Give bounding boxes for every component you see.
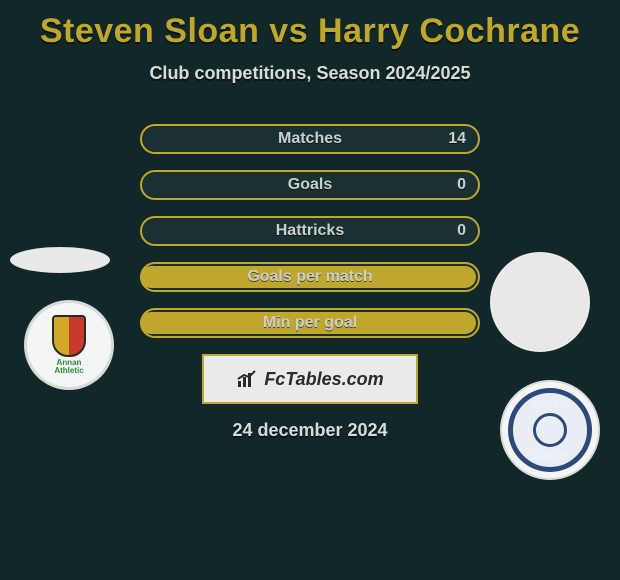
- stat-row: Matches 14: [140, 124, 480, 154]
- page-title: Steven Sloan vs Harry Cochrane: [0, 0, 620, 51]
- stat-row: Min per goal: [140, 308, 480, 338]
- stat-label: Matches: [278, 130, 342, 148]
- page-subtitle: Club competitions, Season 2024/2025: [0, 63, 620, 84]
- stat-value-right: 0: [457, 176, 466, 194]
- stat-value-right: 14: [448, 130, 466, 148]
- stat-label: Min per goal: [263, 314, 357, 332]
- stat-row: Goals 0: [140, 170, 480, 200]
- circle-icon: [533, 413, 567, 447]
- stat-value-right: 0: [457, 222, 466, 240]
- barchart-icon: [236, 369, 258, 389]
- stat-label: Hattricks: [276, 222, 344, 240]
- club-badge-right-bottom-text: SOUTH: [513, 451, 587, 461]
- comparison-area: Annan Athletic QUEEN SOUTH Matches14Goal…: [0, 124, 620, 441]
- avatar-left-placeholder: [10, 247, 110, 273]
- shield-icon: [52, 315, 86, 357]
- brand-badge[interactable]: FcTables.com: [202, 354, 418, 404]
- club-badge-left: Annan Athletic: [24, 300, 114, 390]
- stat-row: Goals per match: [140, 262, 480, 292]
- club-badge-left-name: Annan Athletic: [45, 359, 93, 375]
- stat-row: Hattricks 0: [140, 216, 480, 246]
- brand-text: FcTables.com: [264, 369, 383, 390]
- stat-label: Goals: [288, 176, 332, 194]
- avatar-right: [490, 252, 590, 352]
- club-badge-right: QUEEN SOUTH: [500, 380, 600, 480]
- stat-label: Goals per match: [247, 268, 372, 286]
- club-badge-right-top-text: QUEEN: [513, 399, 587, 409]
